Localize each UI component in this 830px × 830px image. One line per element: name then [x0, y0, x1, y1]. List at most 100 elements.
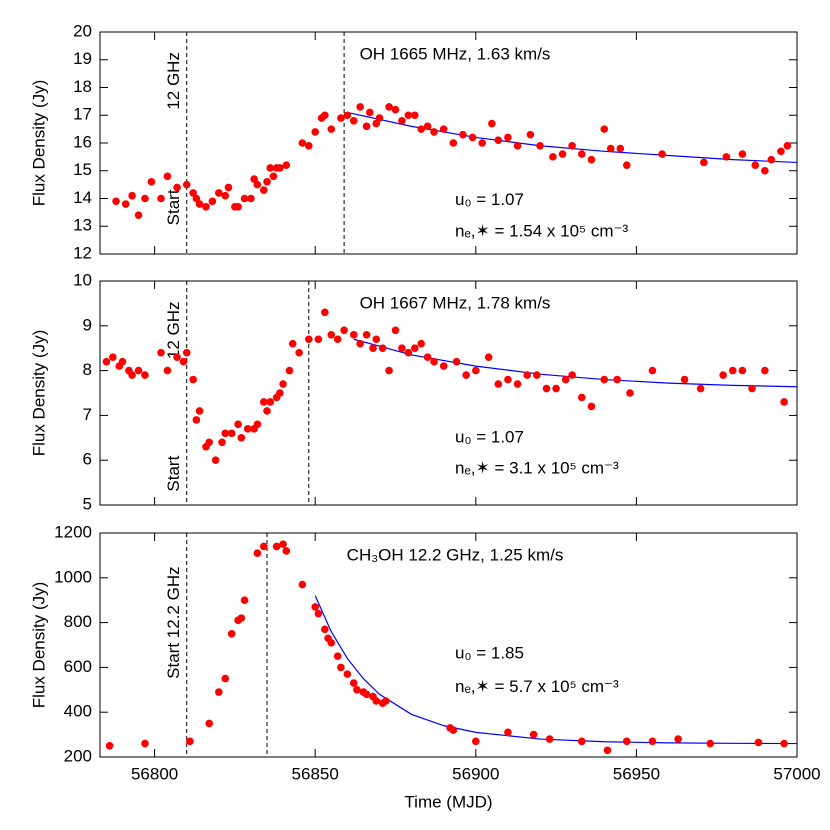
y-tick-label: 19: [73, 49, 92, 68]
y-tick-label: 16: [73, 132, 92, 151]
data-point: [439, 125, 448, 133]
data-point: [382, 697, 390, 705]
data-point: [128, 191, 136, 200]
data-point: [343, 111, 352, 120]
data-point: [157, 194, 165, 203]
x-tick-label: 56900: [452, 764, 499, 783]
event-label: Start: [164, 189, 183, 225]
data-point: [494, 136, 503, 145]
data-point: [751, 161, 760, 169]
data-point: [321, 308, 329, 317]
data-point: [121, 200, 130, 208]
data-point: [622, 161, 631, 169]
data-point: [227, 630, 236, 638]
data-point: [722, 153, 731, 161]
data-point: [234, 420, 242, 429]
annotation: nₑ,✶ = 3.1 x 10⁵ cm⁻³: [455, 459, 619, 478]
data-point: [314, 335, 323, 344]
data-point: [250, 175, 258, 183]
y-tick-label: 12: [73, 243, 92, 262]
data-point: [542, 384, 551, 393]
data-point: [417, 339, 425, 348]
plot-frame: [99, 31, 798, 255]
data-point: [719, 371, 727, 379]
data-point: [253, 180, 262, 189]
data-point: [179, 357, 188, 366]
data-point: [118, 357, 127, 366]
event-label: 12 GHz: [164, 52, 183, 110]
data-point: [568, 371, 576, 379]
data-point: [449, 726, 458, 734]
y-axis-label: Flux Density (Jy): [29, 582, 48, 709]
y-tick-label: 17: [73, 105, 92, 124]
data-point: [243, 425, 252, 433]
annotation: nₑ,✶ = 5.7 x 10⁵ cm⁻³: [455, 677, 619, 696]
y-axis-label: Flux Density (Jy): [29, 330, 48, 457]
data-point: [298, 139, 307, 147]
data-point: [282, 547, 291, 555]
data-point: [513, 380, 522, 388]
plot-frame: [99, 532, 798, 758]
data-point: [205, 438, 214, 447]
data-point: [513, 141, 522, 150]
data-point: [362, 330, 371, 339]
data-point: [276, 389, 284, 397]
panel-title: OH 1667 MHz, 1.78 km/s: [360, 293, 551, 312]
data-point: [561, 375, 570, 384]
data-point: [221, 191, 230, 200]
data-point: [147, 178, 156, 186]
data-point: [780, 398, 788, 406]
data-point: [333, 652, 342, 660]
data-point: [141, 194, 149, 203]
data-point: [410, 344, 419, 353]
data-point: [173, 353, 181, 361]
data-point: [266, 164, 275, 172]
data-point: [263, 178, 271, 186]
event-label: Start: [164, 455, 183, 491]
data-point: [369, 344, 377, 353]
data-point: [102, 357, 111, 366]
data-point: [748, 384, 756, 393]
data-point: [263, 407, 271, 415]
plot-frame: [99, 280, 798, 506]
data-point: [195, 407, 204, 415]
data-point: [192, 194, 201, 203]
data-point: [134, 366, 143, 375]
data-point: [533, 371, 541, 379]
data-point: [398, 344, 406, 353]
data-point: [648, 737, 657, 746]
data-point: [459, 130, 467, 139]
data-point: [112, 197, 120, 206]
data-point: [327, 125, 336, 133]
data-point: [247, 194, 255, 203]
data-point: [314, 609, 323, 618]
data-point: [321, 625, 329, 634]
y-tick-label: 1200: [54, 522, 92, 541]
data-point: [568, 141, 576, 150]
data-point: [189, 189, 197, 197]
data-point: [372, 335, 381, 344]
data-point: [260, 398, 268, 406]
data-point: [577, 393, 586, 402]
y-tick-label: 200: [64, 746, 92, 765]
data-point: [327, 330, 336, 339]
data-point: [626, 389, 634, 397]
data-point: [674, 735, 682, 743]
x-tick-label: 56850: [292, 764, 339, 783]
data-point: [385, 103, 393, 111]
data-point: [349, 117, 358, 125]
y-tick-label: 15: [73, 160, 92, 179]
y-tick-label: 18: [73, 77, 92, 96]
data-point: [337, 663, 345, 672]
data-point: [260, 542, 268, 551]
data-point: [215, 189, 223, 197]
data-point: [327, 638, 336, 647]
data-point: [182, 348, 191, 357]
data-point: [558, 150, 567, 158]
data-point: [404, 111, 413, 120]
data-point: [163, 366, 172, 375]
data-point: [195, 200, 204, 208]
y-axis-label: Flux Density (Jy): [29, 80, 48, 207]
data-point: [622, 737, 631, 746]
y-tick-label: 6: [83, 450, 92, 469]
